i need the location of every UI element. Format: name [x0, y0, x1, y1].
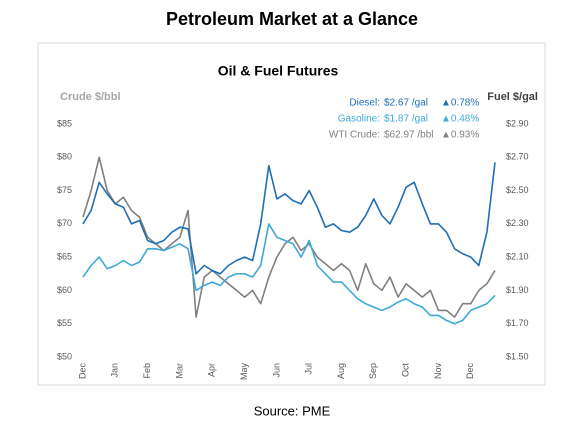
page-title: Petroleum Market at a Glance	[166, 9, 418, 29]
x-tick-label: Jun	[271, 363, 281, 378]
y2-tick-label: $2.90	[506, 118, 529, 128]
x-tick-label: Feb	[142, 363, 152, 379]
y2-axis-label: Fuel $/gal	[487, 91, 538, 103]
x-tick-label: Oct	[401, 363, 411, 378]
source: Source: PME	[254, 403, 331, 418]
y-tick-label: $60	[57, 285, 72, 295]
y-axis-label: Crude $/bbl	[60, 91, 121, 103]
x-tick-label: Sep	[368, 363, 378, 379]
chart-title: Oil & Fuel Futures	[218, 63, 339, 79]
y2-tick-label: $1.70	[506, 318, 529, 328]
y-tick-label: $80	[57, 152, 72, 162]
legend-name: Gasoline:	[338, 114, 380, 125]
y-tick-label: $70	[57, 218, 72, 228]
legend-change: ▲0.48%	[441, 114, 479, 125]
y-tick-label: $75	[57, 185, 72, 195]
legend-price: $2.67 /gal	[384, 98, 428, 109]
legend-change: ▲0.78%	[441, 98, 479, 109]
y2-tick-label: $1.90	[506, 285, 529, 295]
y2-tick-label: $2.30	[506, 218, 529, 228]
y-tick-label: $50	[57, 351, 72, 361]
y-tick-label: $65	[57, 252, 72, 262]
x-tick-label: Jul	[304, 363, 314, 375]
y-tick-label: $85	[57, 118, 72, 128]
x-tick-label: Mar	[174, 363, 184, 379]
x-tick-label: Dec	[77, 363, 87, 380]
legend-price: $62.97 /bbl	[384, 130, 434, 141]
y2-tick-label: $1.50	[506, 351, 529, 361]
legend-change: ▲0.93%	[441, 130, 479, 141]
y2-tick-label: $2.70	[506, 152, 529, 162]
x-tick-label: Nov	[433, 363, 443, 380]
series-line	[82, 156, 496, 318]
legend-name: WTI Crude:	[329, 130, 380, 141]
y-tick-label: $55	[57, 318, 72, 328]
series-line	[82, 223, 496, 325]
legend-price: $1.87 /gal	[384, 114, 428, 125]
series-line	[82, 162, 496, 275]
x-tick-label: May	[239, 363, 249, 381]
x-tick-label: Dec	[465, 363, 475, 380]
x-tick-label: Jan	[110, 363, 120, 378]
legend-name: Diesel:	[349, 98, 380, 109]
y2-tick-label: $2.10	[506, 252, 529, 262]
x-tick-label: Aug	[336, 363, 346, 379]
y2-tick-label: $2.50	[506, 185, 529, 195]
x-tick-label: Apr	[207, 363, 217, 377]
chart-frame	[37, 42, 546, 386]
